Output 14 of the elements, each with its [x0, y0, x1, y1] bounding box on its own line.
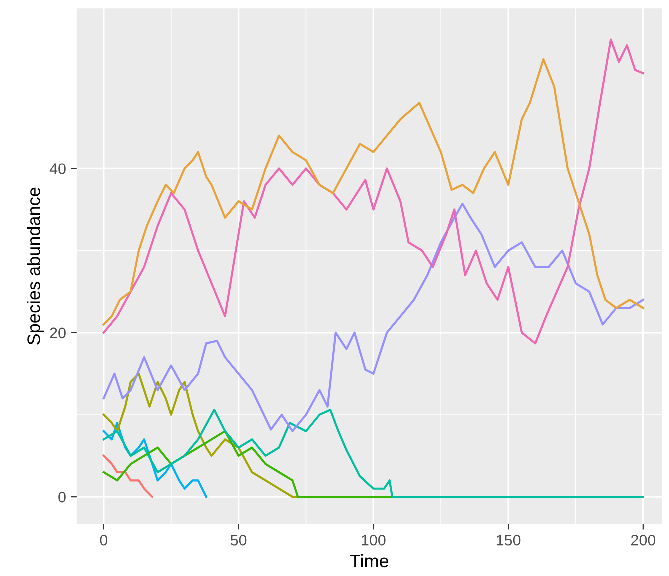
y-tick-label: 40: [50, 164, 66, 174]
x-tick-label: 200: [631, 534, 656, 546]
x-tick-label: 100: [362, 534, 386, 546]
y-axis-title: Species abundance: [27, 188, 44, 345]
line-series: [102, 409, 644, 498]
x-axis-title: Time: [350, 554, 389, 568]
x-tick-label: 150: [496, 534, 521, 546]
y-tick-label: 20: [50, 328, 66, 339]
line-series: [102, 202, 644, 432]
line-series: [102, 422, 208, 498]
line-series: [102, 454, 154, 498]
x-tick-label: 0: [100, 534, 108, 546]
x-tick-label: 50: [230, 534, 247, 546]
y-tick-label: 0: [58, 492, 66, 503]
